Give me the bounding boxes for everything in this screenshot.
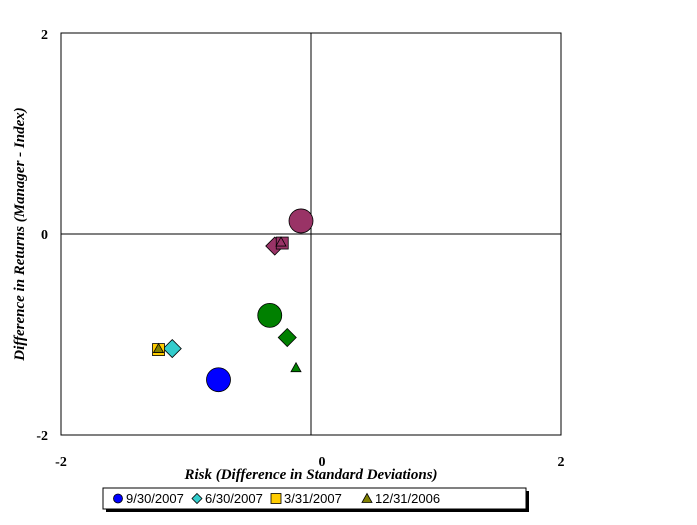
data-point-circle-0-1 xyxy=(257,303,283,328)
x-tick-label-middle: 0 xyxy=(319,455,326,470)
data-point-diamond-1-1 xyxy=(277,327,297,348)
legend-box xyxy=(102,487,527,510)
legend: 9/30/2007 6/30/2007 3/31/2007 12/31/2006 xyxy=(102,487,529,512)
legend-label: 9/30/2007 xyxy=(126,491,184,506)
legend-marker-diamond xyxy=(191,492,203,505)
data-point-triangle-3-2 xyxy=(275,236,287,247)
legend-label: 6/30/2007 xyxy=(205,491,263,506)
legend-marker-circle xyxy=(113,493,123,504)
y-tick-label-bottom: -2 xyxy=(36,429,48,444)
y-axis-title: Difference in Returns (Manager - Index) xyxy=(12,107,28,361)
legend-label: 3/31/2007 xyxy=(284,491,342,506)
data-point-triangle-3-1 xyxy=(290,361,302,373)
data-points xyxy=(152,208,314,393)
y-tick-label-top: 2 xyxy=(41,28,48,43)
data-point-diamond-1-0 xyxy=(162,339,182,359)
data-point-triangle-3-0 xyxy=(152,342,165,353)
x-tick-label-right: 2 xyxy=(558,455,565,470)
y-tick-label-middle: 0 xyxy=(41,228,48,243)
data-point-circle-0-2 xyxy=(288,208,314,234)
legend-marker-square xyxy=(270,493,282,504)
x-tick-label-left: -2 xyxy=(55,455,67,470)
x-axis-title: Risk (Difference in Standard Deviations) xyxy=(183,467,437,483)
legend-label: 12/31/2006 xyxy=(375,491,440,506)
legend-marker-triangle xyxy=(361,492,373,503)
data-point-circle-0-0 xyxy=(206,367,231,393)
